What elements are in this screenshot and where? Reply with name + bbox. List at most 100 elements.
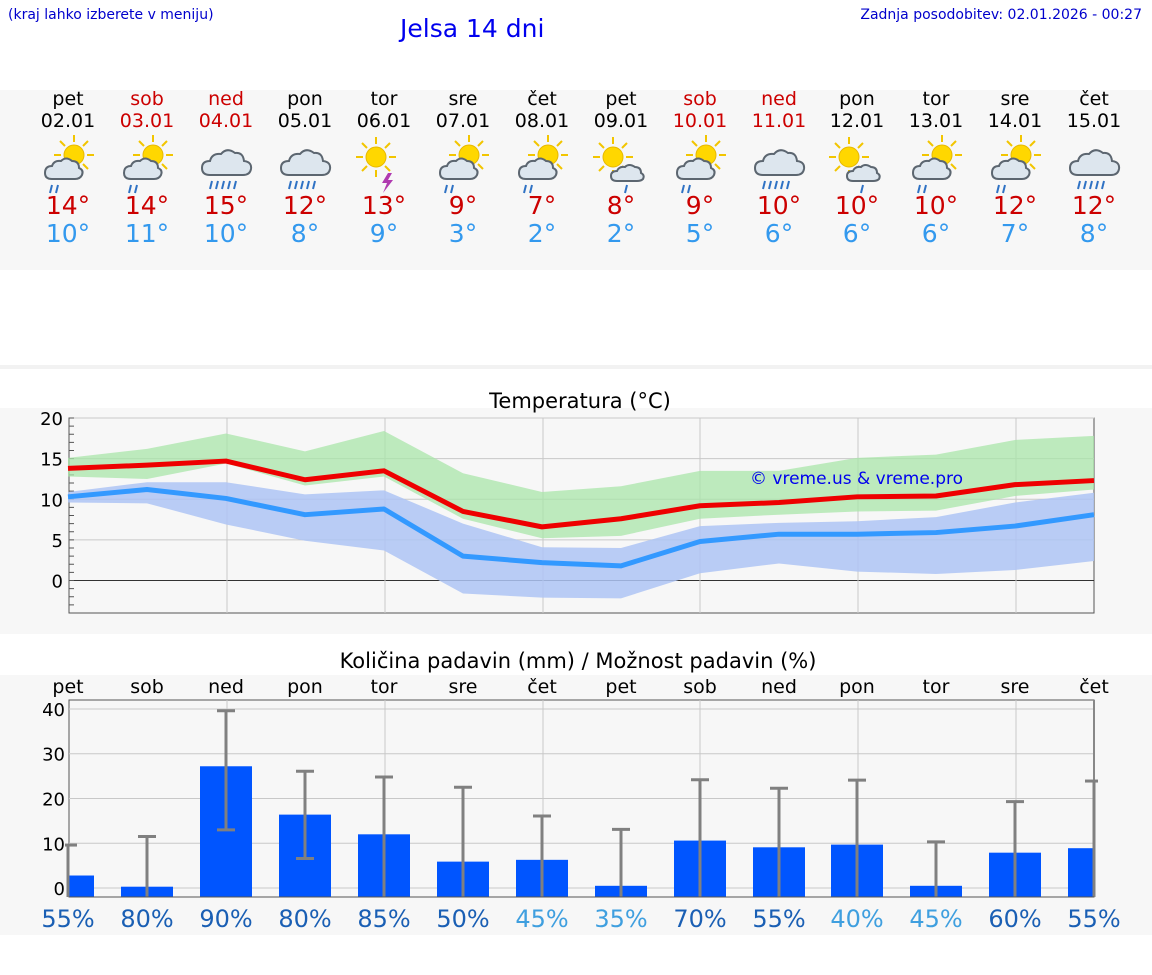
max-range-group — [68, 431, 1094, 539]
chart-title: Količina padavin (mm) / Možnost padavin … — [340, 649, 817, 673]
day-date: 02.01 — [40, 110, 96, 132]
last-updated: Zadnja posodobitev: 02.01.2026 - 00:27 — [860, 7, 1142, 23]
day-name: pet — [52, 88, 84, 110]
temp-max: 10° — [913, 191, 959, 220]
precip-chance-label: 80% — [278, 905, 331, 933]
precip-chance-label: 90% — [199, 905, 252, 933]
cloud-rain-icon — [279, 149, 332, 190]
series-line-max — [67, 458, 1095, 530]
temp-min: 6° — [764, 219, 794, 248]
day-column: čet 15.01 12° 8° — [1058, 88, 1130, 248]
day-date: 04.01 — [198, 110, 254, 132]
day-date: 13.01 — [908, 110, 964, 132]
day-date: 14.01 — [987, 110, 1043, 132]
temp-min: 6° — [842, 219, 872, 248]
sun-light-rain-icon — [593, 137, 645, 194]
precip-chance-label: 55% — [752, 905, 805, 933]
y-tick-label: 5 — [52, 531, 63, 552]
precip-bar — [69, 875, 94, 897]
y-tick-label: 30 — [42, 745, 65, 766]
day-name: sob — [683, 88, 717, 110]
precip-chance-label: 45% — [909, 905, 962, 933]
precip-chance-label: 70% — [673, 905, 726, 933]
temp-max: 10° — [756, 191, 802, 220]
temp-min: 10° — [45, 219, 91, 248]
temp-min: 3° — [448, 219, 478, 248]
day-date: 11.01 — [751, 110, 807, 132]
day-date: 15.01 — [1066, 110, 1122, 132]
sun-thunderstorm-icon — [356, 137, 396, 193]
precip-chance-label: 60% — [988, 905, 1041, 933]
temp-max: 8° — [606, 191, 636, 220]
temp-min: 7° — [1000, 219, 1030, 248]
partly-sunny-rain-icon — [675, 135, 726, 194]
x-category-label: pon — [287, 676, 323, 698]
day-date: 07.01 — [435, 110, 491, 132]
page-title: Jelsa 14 dni — [400, 14, 545, 43]
day-column: sob 10.01 9° 5° — [664, 88, 736, 248]
day-date: 03.01 — [119, 110, 175, 132]
x-category-label: tor — [923, 676, 950, 698]
cloud-rain-icon — [200, 149, 253, 190]
partly-sunny-rain-icon — [122, 135, 173, 194]
temp-max: 12° — [992, 191, 1038, 220]
temp-min: 2° — [606, 219, 636, 248]
precip-chance-label: 85% — [357, 905, 410, 933]
chart-title: Temperatura (°C) — [488, 389, 671, 413]
x-category-label: čet — [527, 676, 557, 698]
day-column: pet 02.01 14° 10° — [32, 88, 104, 248]
day-name: sob — [130, 88, 164, 110]
watermark: © vreme.us & vreme.pro — [750, 469, 963, 489]
temp-min: 5° — [685, 219, 715, 248]
temp-max: 13° — [361, 191, 407, 220]
day-column: čet 08.01 7° 2° — [506, 88, 578, 248]
x-category-label: sre — [449, 676, 478, 698]
day-name: pon — [287, 88, 323, 110]
temp-max: 9° — [685, 191, 715, 220]
day-date: 12.01 — [829, 110, 885, 132]
y-tick-label: 20 — [40, 409, 63, 430]
partly-sunny-rain-icon — [438, 135, 489, 194]
day-date: 10.01 — [672, 110, 728, 132]
cloud-rain-icon — [1068, 149, 1121, 190]
cloud-rain-icon — [753, 149, 806, 190]
day-column: sre 14.01 12° 7° — [979, 88, 1051, 248]
temp-min: 11° — [124, 219, 170, 248]
y-tick-label: 20 — [42, 790, 65, 811]
day-name: čet — [527, 88, 557, 110]
x-category-label: sob — [683, 676, 717, 698]
day-column: tor 06.01 13° 9° — [348, 88, 420, 248]
y-tick-label: 0 — [52, 572, 63, 593]
precip-chance-label: 55% — [1067, 905, 1120, 933]
day-name: pet — [605, 88, 637, 110]
y-tick-label: 10 — [40, 490, 63, 511]
day-name: pon — [839, 88, 875, 110]
day-name: ned — [761, 88, 797, 110]
day-name: čet — [1079, 88, 1109, 110]
y-tick-label: 0 — [54, 879, 65, 900]
day-column: pet 09.01 8° 2° — [585, 88, 657, 248]
temp-max: 12° — [282, 191, 328, 220]
x-category-label: tor — [371, 676, 398, 698]
partly-sunny-rain-icon — [43, 135, 94, 194]
day-name: ned — [208, 88, 244, 110]
sun-light-rain-icon — [829, 137, 881, 194]
day-column: tor 13.01 10° 6° — [900, 88, 972, 248]
precipitation-chart: Količina padavin (mm) / Možnost padavin … — [41, 649, 1120, 933]
y-tick-label: 40 — [42, 700, 65, 721]
day-column: ned 04.01 15° 10° — [190, 88, 262, 248]
x-category-label: sre — [1001, 676, 1030, 698]
day-name: tor — [922, 88, 950, 110]
forecast-strip — [0, 90, 1152, 270]
precip-chance-label: 80% — [120, 905, 173, 933]
temp-max: 14° — [124, 191, 170, 220]
precip-chance-label: 50% — [436, 905, 489, 933]
temp-max: 7° — [527, 191, 557, 220]
y-tick-label: 10 — [42, 834, 65, 855]
y-tick-label: 15 — [40, 450, 63, 471]
temp-min: 9° — [369, 219, 399, 248]
partly-sunny-rain-icon — [517, 135, 568, 194]
day-date: 06.01 — [356, 110, 412, 132]
day-name: sre — [448, 88, 478, 110]
day-date: 05.01 — [277, 110, 333, 132]
